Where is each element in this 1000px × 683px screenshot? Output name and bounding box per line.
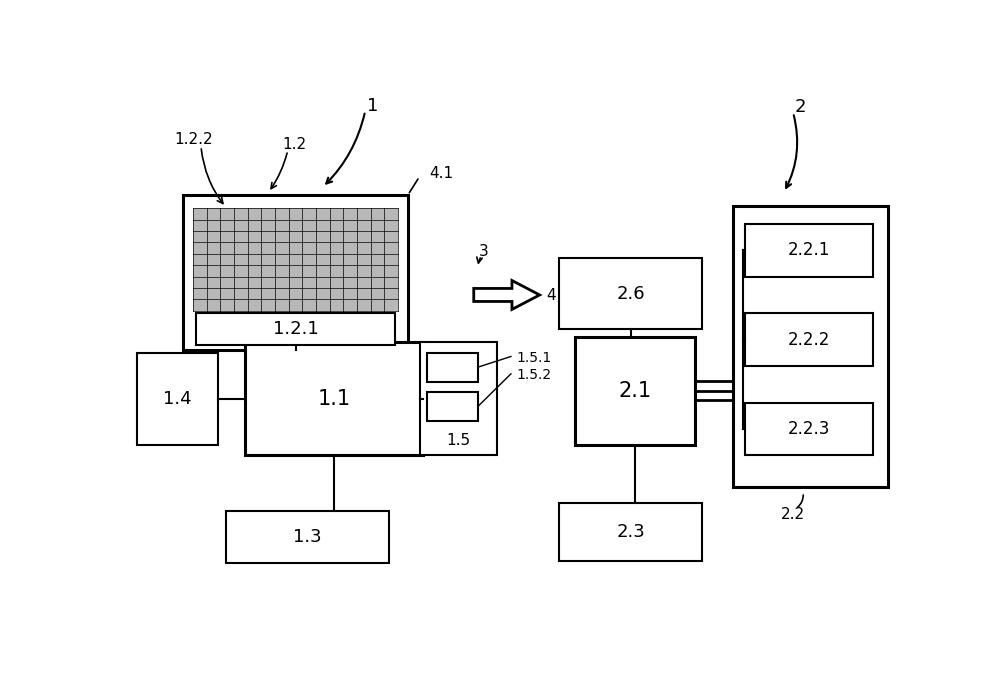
Text: 1.2: 1.2 — [282, 137, 306, 152]
Text: 2.1: 2.1 — [618, 381, 651, 401]
Text: 1.2.2: 1.2.2 — [174, 133, 213, 148]
Text: 1: 1 — [367, 96, 379, 115]
Bar — [559, 258, 702, 329]
Bar — [745, 224, 873, 277]
Text: 2.2.3: 2.2.3 — [788, 420, 830, 438]
Bar — [559, 503, 702, 561]
Text: 4: 4 — [546, 288, 555, 303]
Text: 2: 2 — [795, 98, 807, 116]
Bar — [745, 313, 873, 366]
Text: 1.5: 1.5 — [446, 433, 470, 448]
Text: 1.2.1: 1.2.1 — [273, 320, 318, 338]
Text: 2.2.1: 2.2.1 — [788, 241, 830, 260]
Text: 1.5.1: 1.5.1 — [516, 351, 552, 365]
Text: 1.3: 1.3 — [293, 528, 321, 546]
Bar — [427, 392, 478, 421]
Text: 2.2.2: 2.2.2 — [788, 331, 830, 348]
Bar — [427, 353, 478, 382]
Bar — [183, 195, 408, 350]
Text: 1.1: 1.1 — [318, 389, 351, 409]
Text: 4.1: 4.1 — [429, 166, 453, 181]
Bar — [137, 353, 218, 445]
Polygon shape — [474, 281, 540, 309]
Text: 2.3: 2.3 — [616, 522, 645, 541]
Text: 1.4: 1.4 — [163, 390, 192, 408]
Bar — [196, 313, 395, 345]
Bar — [574, 337, 695, 445]
Bar — [193, 208, 398, 311]
Bar — [733, 206, 888, 487]
Text: 3: 3 — [479, 244, 489, 259]
Bar — [745, 403, 873, 456]
Text: 2.6: 2.6 — [616, 285, 645, 303]
Text: 2.2: 2.2 — [781, 507, 805, 522]
Bar — [226, 511, 388, 563]
Bar — [245, 342, 423, 456]
Bar — [420, 342, 497, 456]
Text: 1.5.2: 1.5.2 — [516, 368, 552, 382]
